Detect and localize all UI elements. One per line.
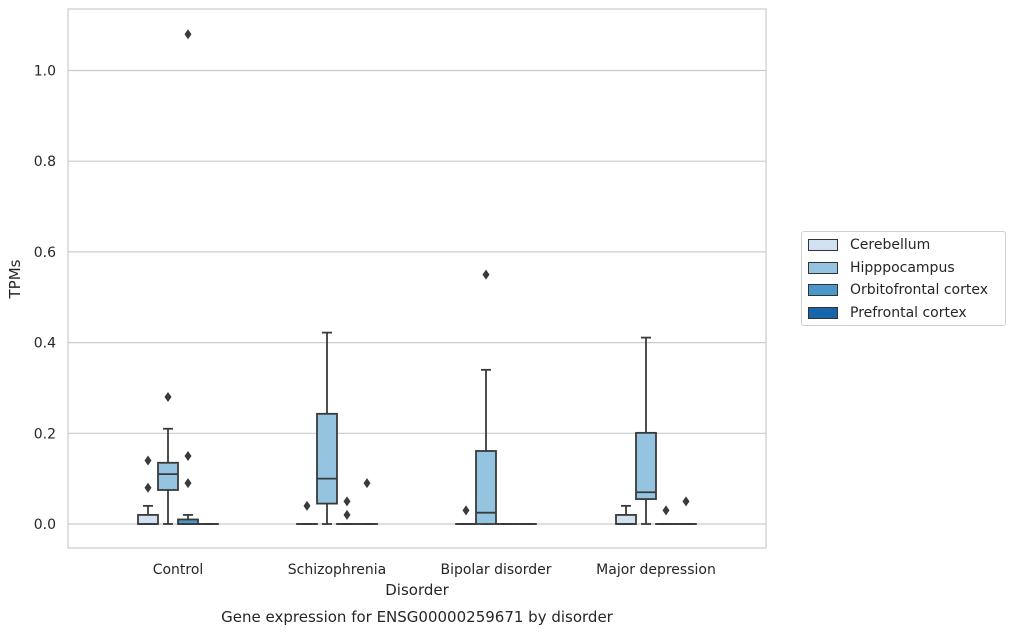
outlier-point bbox=[184, 478, 192, 489]
legend-label: Hipppocampus bbox=[850, 260, 955, 276]
box-0-2 bbox=[177, 29, 199, 525]
legend: Cerebellum Hipppocampus Orbitofrontal co… bbox=[801, 231, 1006, 326]
box-iqr bbox=[475, 450, 497, 525]
y-tick-label: 1.0 bbox=[34, 64, 56, 80]
box-iqr bbox=[137, 514, 159, 525]
gridlines bbox=[68, 69, 766, 525]
y-tick-label: 0.2 bbox=[34, 426, 56, 442]
outlier-point bbox=[164, 392, 172, 403]
legend-item-prefrontal-cortex: Prefrontal cortex bbox=[808, 303, 967, 323]
outlier-point bbox=[343, 496, 351, 507]
box-3-2 bbox=[655, 505, 677, 525]
outlier-point bbox=[184, 450, 192, 461]
y-axis-ticks: 0.0 0.2 0.4 0.6 0.8 1.0 bbox=[34, 64, 56, 534]
outlier-point bbox=[363, 478, 371, 489]
legend-item-hippocampus: Hipppocampus bbox=[808, 258, 955, 278]
outlier-point bbox=[682, 496, 690, 507]
box-3-1 bbox=[635, 336, 657, 525]
chart-title: Gene expression for ENSG00000259671 by d… bbox=[221, 608, 614, 626]
box-3-3 bbox=[675, 496, 697, 525]
y-tick-label: 0.6 bbox=[34, 245, 56, 261]
box-1-0 bbox=[296, 500, 318, 525]
legend-label: Orbitofrontal cortex bbox=[850, 282, 988, 298]
legend-swatch bbox=[808, 307, 838, 319]
legend-swatch bbox=[808, 284, 838, 296]
x-axis-ticks: Control Schizophrenia Bipolar disorder Majo… bbox=[153, 562, 716, 578]
x-tick-label: Schizophrenia bbox=[288, 562, 386, 578]
box-2-0 bbox=[455, 505, 477, 525]
y-axis-label: TPMs bbox=[6, 259, 24, 299]
outlier-point bbox=[662, 505, 670, 516]
x-axis-label: Disorder bbox=[385, 581, 449, 599]
x-tick-label: Bipolar disorder bbox=[440, 562, 551, 578]
box-3-0 bbox=[615, 504, 637, 525]
legend-label: Prefrontal cortex bbox=[850, 305, 967, 321]
box-1-1 bbox=[316, 331, 338, 525]
legend-swatch bbox=[808, 262, 838, 274]
outlier-point bbox=[144, 455, 152, 466]
legend-item-orbitofrontal-cortex: Orbitofrontal cortex bbox=[808, 280, 988, 300]
outlier-point bbox=[184, 29, 192, 40]
y-tick-label: 0.0 bbox=[34, 517, 56, 533]
box-1-3 bbox=[356, 478, 378, 525]
outlier-point bbox=[482, 269, 490, 280]
y-tick-label: 0.8 bbox=[34, 154, 56, 170]
outlier-point bbox=[462, 505, 470, 516]
plot-area-frame bbox=[67, 8, 767, 549]
x-tick-label: Major depression bbox=[596, 562, 716, 578]
box-2-1 bbox=[475, 269, 497, 525]
legend-item-cerebellum: Cerebellum bbox=[808, 235, 930, 255]
box-0-1 bbox=[157, 392, 179, 525]
legend-swatch bbox=[808, 239, 838, 251]
box-1-2 bbox=[336, 496, 358, 525]
box-0-0 bbox=[137, 455, 159, 525]
box-iqr bbox=[635, 431, 657, 500]
box-iqr bbox=[316, 412, 338, 505]
y-tick-label: 0.4 bbox=[34, 336, 56, 352]
outlier-point bbox=[303, 500, 311, 511]
x-tick-label: Control bbox=[153, 562, 204, 578]
legend-label: Cerebellum bbox=[850, 237, 931, 253]
box-iqr bbox=[157, 461, 179, 491]
outlier-point bbox=[343, 509, 351, 520]
box-plot-marks bbox=[137, 29, 697, 525]
outlier-point bbox=[144, 482, 152, 493]
box-iqr bbox=[615, 514, 637, 525]
